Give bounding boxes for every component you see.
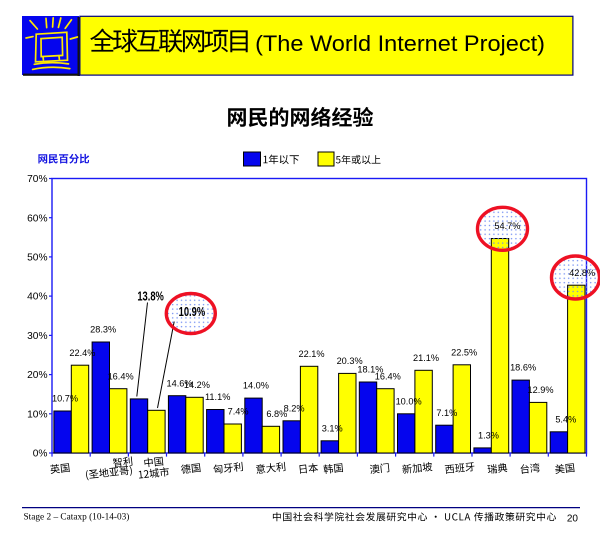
svg-text:40%: 40% <box>27 292 47 303</box>
svg-text:14.0%: 14.0% <box>243 381 269 391</box>
svg-text:10.9%: 10.9% <box>179 304 206 319</box>
svg-text:70%: 70% <box>27 174 47 185</box>
svg-text:8.2%: 8.2% <box>284 403 305 413</box>
svg-text:20.3%: 20.3% <box>337 356 363 366</box>
svg-text:14.6%: 14.6% <box>166 378 192 388</box>
svg-text:22.5%: 22.5% <box>451 347 477 357</box>
svg-text:16.4%: 16.4% <box>375 371 401 381</box>
svg-text:18.6%: 18.6% <box>510 363 536 373</box>
svg-text:20%: 20% <box>27 370 47 381</box>
svg-text:10%: 10% <box>27 409 47 420</box>
svg-text:60%: 60% <box>27 213 47 224</box>
svg-text:7.1%: 7.1% <box>436 408 457 418</box>
svg-text:28.3%: 28.3% <box>90 325 116 335</box>
svg-text:30%: 30% <box>27 331 47 342</box>
svg-text:42.8%: 42.8% <box>569 268 595 278</box>
svg-text:3.1%: 3.1% <box>322 423 343 433</box>
svg-text:22.4%: 22.4% <box>69 348 95 358</box>
svg-text:0%: 0% <box>33 449 48 460</box>
svg-text:14.2%: 14.2% <box>184 380 210 390</box>
svg-text:11.1%: 11.1% <box>205 392 230 402</box>
svg-text:54.7%: 54.7% <box>494 221 520 231</box>
svg-text:21.1%: 21.1% <box>413 353 439 363</box>
svg-text:20: 20 <box>567 514 579 525</box>
svg-text:50%: 50% <box>27 253 47 264</box>
svg-text:22.1%: 22.1% <box>298 349 324 359</box>
svg-text:5.4%: 5.4% <box>555 414 576 424</box>
svg-text:16.4%: 16.4% <box>108 371 134 381</box>
svg-text:Stage 2 – Cataxp (10-14-03): Stage 2 – Cataxp (10-14-03) <box>24 511 130 522</box>
svg-text:13.8%: 13.8% <box>137 288 164 303</box>
svg-text:12.9%: 12.9% <box>527 385 553 395</box>
svg-text:18.1%: 18.1% <box>357 365 383 375</box>
svg-text:(The World Internet Project): (The World Internet Project) <box>255 31 545 56</box>
svg-text:10.0%: 10.0% <box>396 396 422 406</box>
svg-text:10.7%: 10.7% <box>52 394 78 404</box>
svg-text:6.8%: 6.8% <box>266 409 287 419</box>
svg-text:7.4%: 7.4% <box>228 407 249 417</box>
svg-text:1.3%: 1.3% <box>478 431 499 441</box>
